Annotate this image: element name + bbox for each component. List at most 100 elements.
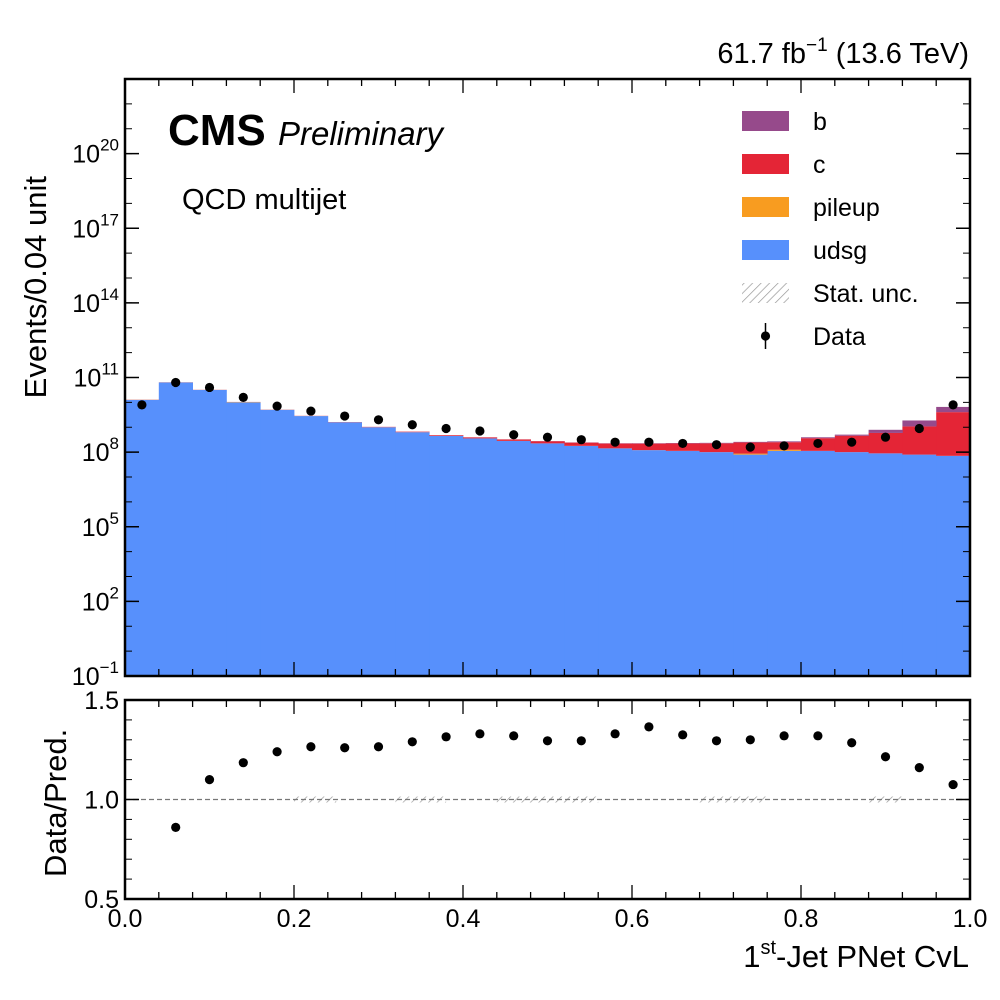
legend-label-udsg: udsg — [813, 237, 867, 265]
luminosity-label: 61.7 fb−1 (13.6 TeV) — [717, 35, 969, 70]
ratio-point — [340, 743, 350, 753]
y-tick-label: 1020 — [72, 136, 119, 169]
bar-b — [733, 441, 768, 443]
bar-udsg — [868, 453, 903, 676]
ratio-point — [948, 779, 958, 790]
bar-udsg — [226, 402, 261, 676]
y-tick-label: 108 — [82, 434, 119, 467]
ratio-x-ticks: 0.0 0.2 0.4 0.6 0.8 1.0 — [108, 700, 988, 933]
x-tick-label: 0.2 — [277, 905, 312, 933]
stat-unc-band — [294, 796, 337, 803]
data-points — [137, 377, 958, 452]
data-point — [610, 437, 620, 447]
data-point — [340, 411, 350, 421]
data-point — [914, 423, 924, 434]
data-point — [407, 420, 417, 430]
data-point — [137, 400, 147, 410]
data-point — [745, 442, 755, 452]
bar-udsg — [496, 440, 531, 676]
data-point — [272, 401, 282, 411]
data-point — [711, 440, 722, 450]
bar-udsg — [834, 452, 869, 676]
bar-b — [936, 406, 970, 413]
bar-udsg — [530, 443, 565, 676]
bar-pileup — [733, 453, 768, 455]
bar-udsg — [598, 448, 633, 676]
y-tick-label: 10−1 — [72, 658, 119, 691]
legend-swatch-stat_unc — [742, 283, 789, 303]
y-tick-label: 1014 — [72, 285, 119, 318]
ratio-y-axis-label: Data/Pred. — [38, 729, 73, 877]
bar-udsg — [429, 435, 464, 676]
bar-udsg — [125, 399, 160, 676]
ratio-point — [272, 747, 282, 757]
stat-unc-band — [395, 796, 447, 803]
main-x-ticks — [124, 79, 971, 676]
x-tick-label: 0.0 — [108, 905, 143, 933]
bar-udsg — [632, 450, 667, 676]
y-tick-label: 102 — [82, 583, 119, 616]
bar-b — [834, 434, 869, 436]
ratio-point — [475, 729, 485, 739]
ratio-point — [542, 736, 553, 746]
data-point — [542, 432, 553, 442]
x-tick-label: 0.4 — [446, 905, 481, 933]
main-panel: 10−1 102 105 108 1011 1014 1017 1020 CMS Prelim… — [18, 77, 972, 691]
ratio-points — [171, 722, 958, 832]
ratio-point — [779, 731, 789, 741]
legend-item-udsg: udsg — [742, 237, 867, 265]
bar-udsg — [395, 432, 430, 676]
bar-c — [632, 443, 667, 451]
ratio-point — [644, 722, 654, 732]
data-point — [204, 382, 215, 393]
ratio-point — [576, 736, 586, 746]
ratio-y-ticks: 0.5 1.0 1.5 — [84, 687, 970, 914]
bar-b — [902, 420, 937, 427]
bar-udsg — [936, 455, 970, 676]
series-udsg — [125, 382, 970, 676]
bar-b — [801, 437, 836, 439]
data-point — [509, 430, 519, 440]
ratio-point — [306, 742, 316, 752]
bar-udsg — [801, 450, 836, 676]
x-axis-label: 1st-Jet PNet CvL — [743, 937, 969, 974]
ratio-point — [880, 752, 891, 762]
legend-label-pileup: pileup — [813, 194, 880, 222]
data-point — [948, 400, 958, 410]
legend-label-c: c — [813, 151, 826, 179]
legend-item-b: b — [742, 108, 827, 136]
bar-udsg — [665, 450, 700, 676]
ratio-point — [441, 732, 451, 742]
legend: bc pileup udsg Stat. unc. Data — [742, 108, 919, 351]
data-point — [779, 441, 789, 451]
ratio-y-tick-label: 1.5 — [84, 687, 119, 715]
legend-swatch-pileup — [742, 197, 789, 217]
legend-swatch-c — [742, 154, 789, 174]
ratio-point — [610, 729, 620, 739]
data-point — [644, 437, 654, 447]
ratio-point — [373, 742, 384, 752]
legend-swatch-udsg — [742, 240, 789, 260]
stacked-histogram — [125, 382, 970, 676]
x-tick-label: 0.8 — [784, 905, 819, 933]
ratio-point — [678, 730, 688, 740]
bar-udsg — [733, 454, 768, 676]
bar-c — [936, 412, 970, 456]
ratio-panel: 0.51.01.5 0.0 0.2 0.4 0.6 0.8 1.0 Data/Pred. … — [38, 687, 987, 974]
data-point — [475, 426, 485, 436]
legend-label-data: Data — [813, 323, 866, 351]
data-point — [813, 438, 823, 449]
bar-udsg — [699, 452, 734, 676]
data-point — [171, 377, 181, 388]
bar-c — [429, 435, 464, 436]
bar-udsg — [327, 422, 362, 676]
y-tick-label: 1017 — [72, 210, 119, 243]
data-point — [306, 406, 316, 416]
x-tick-label: 1.0 — [953, 905, 988, 933]
data-point — [441, 423, 451, 434]
ratio-point — [813, 731, 823, 741]
bar-udsg — [361, 427, 396, 676]
ratio-y-tick-label: 0.5 — [84, 886, 119, 914]
data-point — [373, 415, 384, 425]
